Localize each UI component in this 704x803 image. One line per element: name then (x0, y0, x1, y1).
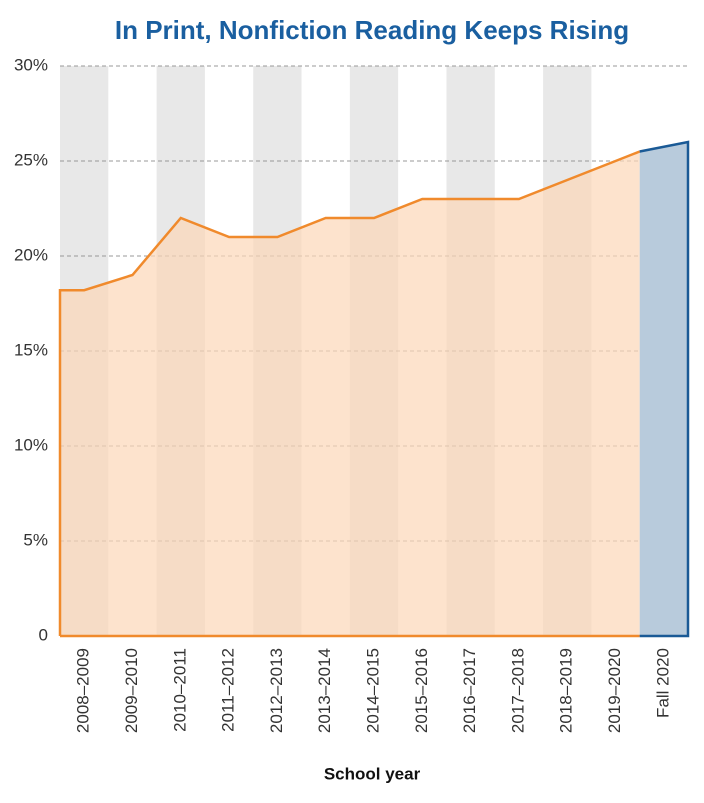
x-tick-label: 2010–2011 (170, 648, 189, 732)
y-tick-label: 15% (14, 340, 48, 359)
x-tick-label: 2008–2009 (74, 648, 93, 733)
x-tick-label: 2013–2014 (315, 648, 334, 733)
x-tick-label: 2016–2017 (460, 648, 479, 733)
y-tick-label: 5% (23, 530, 48, 549)
x-tick-label: 2015–2016 (412, 648, 431, 733)
y-tick-label: 10% (14, 435, 48, 454)
y-tick-label: 20% (14, 245, 48, 264)
x-tick-label: 2011–2012 (219, 648, 238, 732)
x-axis-label: School year (324, 764, 421, 783)
x-tick-label: 2009–2010 (122, 648, 141, 733)
x-tick-label: 2017–2018 (508, 648, 527, 733)
x-tick-label: 2014–2015 (363, 648, 382, 733)
y-tick-label: 0 (39, 625, 48, 644)
highlight-area (639, 142, 688, 636)
area-line (58, 150, 641, 636)
x-tick-label: Fall 2020 (653, 648, 672, 718)
x-tick-label: 2012–2013 (267, 648, 286, 733)
chart-title: In Print, Nonfiction Reading Keeps Risin… (115, 15, 629, 45)
x-tick-label: 2019–2020 (605, 648, 624, 733)
x-tick-label: 2018–2019 (557, 648, 576, 733)
y-tick-label: 25% (14, 150, 48, 169)
y-tick-label: 30% (14, 55, 48, 74)
area (60, 151, 640, 636)
highlight-line (639, 140, 690, 638)
